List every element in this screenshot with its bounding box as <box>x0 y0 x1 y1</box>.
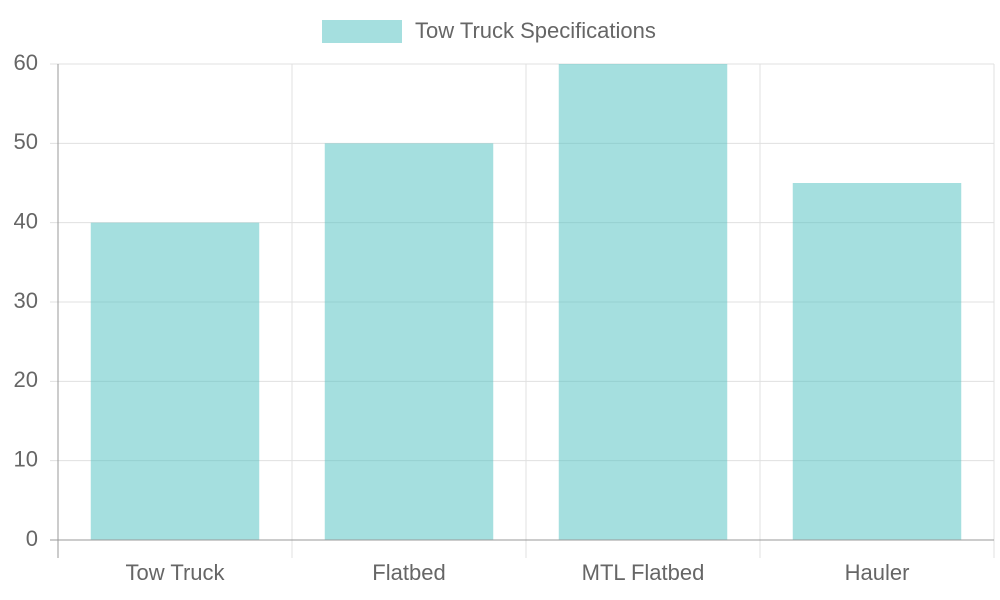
legend-swatch[interactable] <box>322 20 402 43</box>
y-tick-label: 0 <box>26 526 38 551</box>
x-tick-label: Tow Truck <box>125 560 225 585</box>
bar <box>558 64 728 540</box>
y-tick-label: 10 <box>14 446 38 471</box>
x-tick-label: MTL Flatbed <box>582 560 705 585</box>
y-tick-label: 30 <box>14 288 38 313</box>
bar <box>792 183 962 540</box>
x-tick-label: Flatbed <box>372 560 445 585</box>
y-tick-label: 50 <box>14 129 38 154</box>
y-tick-label: 20 <box>14 367 38 392</box>
legend-label[interactable]: Tow Truck Specifications <box>415 18 656 43</box>
bar <box>90 222 260 540</box>
y-tick-label: 40 <box>14 208 38 233</box>
y-tick-label: 60 <box>14 50 38 75</box>
x-tick-label: Hauler <box>845 560 910 585</box>
bar <box>324 143 494 541</box>
